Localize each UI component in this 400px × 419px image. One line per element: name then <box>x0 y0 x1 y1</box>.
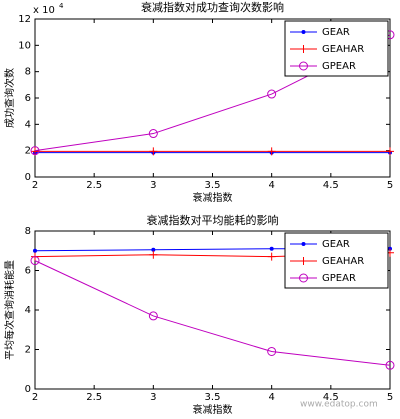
y-tick-label: 6 <box>25 93 31 104</box>
legend-label: GEAR <box>322 239 350 250</box>
marker <box>385 360 395 370</box>
marker <box>386 147 394 156</box>
x-tick-label: 3.5 <box>205 180 221 191</box>
marker <box>267 346 277 356</box>
y-multiplier-exponent: 4 <box>59 2 64 10</box>
marker <box>267 147 276 156</box>
legend: GEAR GEAHAR GPEAR <box>284 20 389 77</box>
y-tick-label: 6 <box>25 266 31 277</box>
y-tick-label: 0 <box>25 172 31 183</box>
chart-title: 衰减指数对成功查询次数影响 <box>141 0 284 14</box>
x-axis-label: 衰减指数 <box>193 191 233 204</box>
marker <box>149 147 158 156</box>
legend-label: GEAHAR <box>322 44 364 55</box>
y-tick-label: 4 <box>25 305 31 316</box>
marker <box>30 146 40 156</box>
x-tick-label: 4.5 <box>323 180 339 191</box>
y-tick-label: 2 <box>25 345 31 356</box>
y-axis-label: 成功查询次数 <box>3 68 16 128</box>
x-tick-label: 5 <box>387 180 393 191</box>
marker <box>301 30 306 34</box>
y-tick-label: 4 <box>25 119 31 130</box>
marker <box>149 250 158 259</box>
marker <box>267 252 276 261</box>
legend-label: GEAR <box>322 27 350 38</box>
y-axis-label: 平均每次查询消耗能量 <box>3 260 16 360</box>
x-tick-label: 3 <box>150 180 156 191</box>
x-tick-label: 4.5 <box>323 392 339 403</box>
marker <box>301 242 306 246</box>
x-tick-label: 4 <box>268 180 274 191</box>
y-tick-label: 2 <box>25 146 31 157</box>
y-tick-label: 0 <box>25 384 31 395</box>
x-tick-label: 2.5 <box>86 180 102 191</box>
x-tick-label: 4 <box>268 392 274 403</box>
marker <box>148 129 158 139</box>
legend-label: GPEAR <box>322 273 356 284</box>
y-tick-label: 8 <box>25 226 31 237</box>
legend-label: GPEAR <box>322 61 356 72</box>
watermark: www.edatop.com <box>300 400 378 410</box>
x-tick-label: 5 <box>387 392 393 403</box>
y-tick-label: 8 <box>25 67 31 78</box>
x-tick-label: 2.5 <box>86 392 102 403</box>
marker <box>31 147 39 156</box>
x-tick-label: 3 <box>150 392 156 403</box>
x-tick-label: 3.5 <box>205 392 221 403</box>
legend-label: GEAHAR <box>322 256 364 267</box>
y-tick-label: 10 <box>18 40 31 51</box>
x-axis-label: 衰减指数 <box>193 403 233 416</box>
marker <box>269 246 274 251</box>
marker <box>299 273 308 283</box>
marker <box>299 61 308 71</box>
chart-title: 衰减指数对平均能耗的影响 <box>147 213 279 227</box>
y-tick-label: 12 <box>18 14 31 25</box>
legend: GEAR GEAHAR GPEAR <box>284 232 389 289</box>
marker <box>33 248 37 253</box>
marker <box>299 45 308 53</box>
series-line <box>34 260 391 366</box>
marker <box>299 257 308 265</box>
marker <box>148 311 158 321</box>
x-tick-label: 2 <box>32 180 38 191</box>
x-tick-label: 2 <box>32 392 38 403</box>
marker <box>267 89 277 99</box>
y-multiplier: x 10 <box>33 5 55 16</box>
marker <box>30 256 40 266</box>
